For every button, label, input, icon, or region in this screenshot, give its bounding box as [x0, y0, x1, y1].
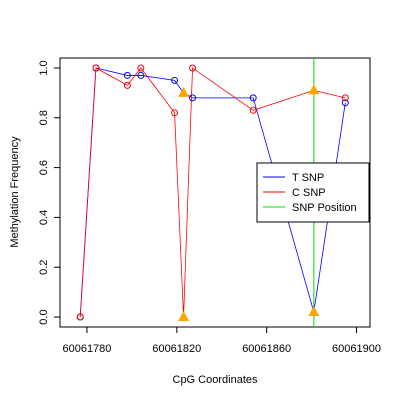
point — [249, 106, 257, 114]
snp-marker — [308, 306, 320, 317]
legend-label: T SNP — [292, 172, 324, 184]
point — [137, 64, 145, 72]
y-tick-label: 0.6 — [38, 160, 50, 175]
point — [341, 99, 349, 107]
point — [92, 64, 100, 72]
x-tick-label: 60061900 — [332, 343, 381, 355]
point — [171, 109, 179, 117]
x-tick-label: 60061780 — [62, 343, 111, 355]
legend-label: C SNP — [292, 187, 326, 199]
point — [189, 94, 197, 102]
snp-marker — [308, 84, 320, 95]
x-tick-label: 60061860 — [242, 343, 291, 355]
point — [341, 94, 349, 102]
point — [123, 81, 131, 89]
y-tick-label: 0.8 — [38, 110, 50, 125]
y-axis-label: Methylation Frequency — [9, 136, 21, 248]
y-tick-label: 0.2 — [38, 260, 50, 275]
point — [76, 313, 84, 321]
series-line — [79, 67, 346, 318]
x-axis-label: CpG Coordinates — [173, 374, 258, 386]
y-tick-label: 1.0 — [38, 60, 50, 75]
point — [189, 64, 197, 72]
y-tick-label: 0.4 — [38, 210, 50, 225]
point — [137, 71, 145, 79]
point — [171, 76, 179, 84]
y-tick-label: 0.0 — [38, 309, 50, 324]
snp-marker — [178, 86, 190, 97]
legend: T SNP C SNP SNP Position — [256, 162, 370, 223]
x-tick-label: 60061820 — [152, 343, 201, 355]
point — [123, 71, 131, 79]
legend-label: SNP Position — [292, 202, 357, 214]
point — [249, 94, 257, 102]
snp-marker — [178, 311, 190, 322]
